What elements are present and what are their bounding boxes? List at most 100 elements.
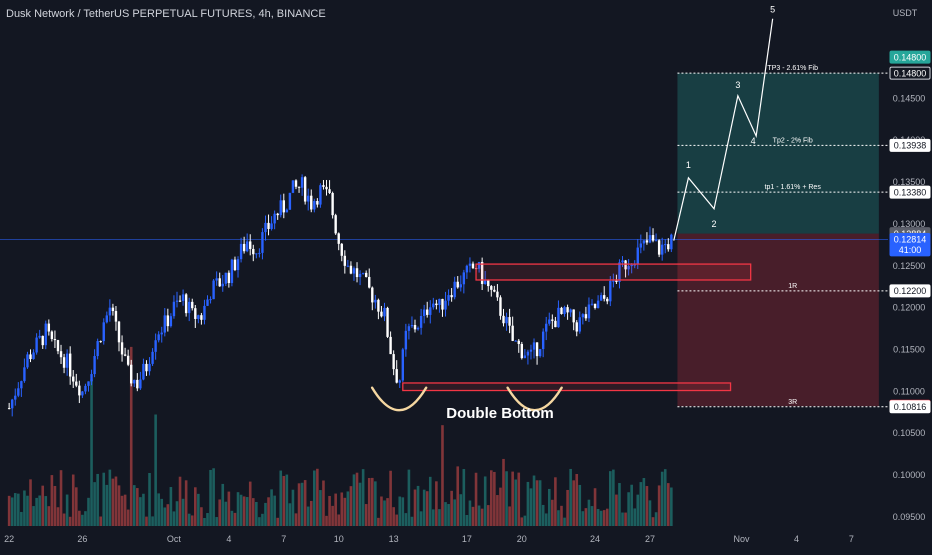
volume-bar [645, 486, 649, 526]
price-tick: 0.10500 [893, 428, 926, 438]
volume-bar [508, 506, 511, 526]
volume-bar [520, 517, 524, 526]
candle-body [490, 286, 493, 290]
candle-body [483, 279, 487, 284]
candle-body [438, 298, 441, 306]
volume-bar [566, 489, 569, 526]
volume-bar [355, 472, 359, 526]
time-label: 7 [849, 534, 854, 544]
candle-body [99, 341, 102, 343]
volume-bar [35, 497, 38, 526]
volume-bar [441, 425, 444, 526]
volume-bar [105, 484, 109, 526]
candle-body [62, 357, 66, 368]
volume-bar [596, 508, 600, 526]
tp1_level-tag [889, 185, 931, 199]
candle-body [279, 200, 282, 216]
candle-body [303, 177, 307, 202]
volume-bar [129, 346, 133, 526]
symbol-title[interactable]: Dusk Network / TetherUS PERPETUAL FUTURE… [6, 8, 326, 20]
candle-body [657, 240, 661, 255]
volume-bar [200, 507, 203, 526]
volume-bar [190, 515, 194, 526]
candle-body [664, 244, 667, 246]
time-axis[interactable]: 22 26 Oct 4 7 10 13 17 20 24 27 Nov 4 7 [4, 534, 854, 544]
candle-body [297, 186, 301, 188]
resistance-box[interactable] [475, 263, 752, 281]
projected-wave[interactable]: 1 2 3 4 5 [673, 5, 775, 241]
volume-bar [84, 511, 87, 526]
candle-body [252, 248, 255, 255]
volume-bar [316, 468, 319, 526]
price-tick: 0.09500 [893, 512, 926, 522]
rectangles[interactable] [402, 263, 752, 392]
volume-bar [44, 496, 48, 526]
volume-bar [303, 480, 307, 526]
candle-body [47, 323, 51, 332]
candle-body [593, 303, 597, 308]
candle-body [233, 259, 237, 271]
volume-bar [93, 482, 96, 526]
volume-bar [251, 498, 255, 526]
price-tick: 0.11000 [893, 386, 925, 396]
price-tick: 0.13000 [893, 219, 926, 229]
volume-bar [416, 485, 420, 526]
volume-bar [587, 499, 591, 526]
r1-label: 1R [788, 283, 797, 290]
candle-body [111, 307, 115, 312]
candle-body [603, 295, 606, 299]
candle-body [288, 192, 292, 210]
candle-body [462, 272, 466, 285]
candle-body [651, 235, 655, 241]
profit-zone[interactable] [677, 73, 879, 234]
candle-body [520, 343, 524, 359]
candlesticks[interactable] [7, 174, 673, 417]
r3_level-tag [889, 400, 931, 414]
volume-bar [227, 491, 231, 526]
candle-body [65, 353, 69, 368]
volume-bar [123, 494, 127, 526]
candle-body [596, 300, 600, 308]
price-axis[interactable]: USDT 0.09500 0.10000 0.10500 0.11000 0.11500 0… [893, 8, 926, 522]
volume-bar [233, 512, 237, 526]
candle-body [267, 222, 270, 229]
volume-bar [99, 516, 103, 526]
volume-bar [563, 517, 566, 526]
time-label: Nov [734, 534, 751, 544]
candle-body [102, 322, 105, 342]
volume-bar [462, 469, 466, 526]
candle-body [300, 177, 304, 188]
volume-bar [459, 494, 463, 526]
volume-bar [294, 513, 298, 526]
volume-bar [621, 512, 624, 526]
volume-bar [248, 481, 252, 526]
candle-body [642, 240, 646, 244]
volume-bar [593, 488, 597, 526]
volume-bar [209, 469, 212, 526]
wave-path[interactable] [673, 18, 774, 241]
candle-body [435, 303, 438, 306]
candle-body [319, 185, 322, 205]
volume-bar [166, 504, 170, 526]
candle-body [273, 213, 276, 224]
candle-body [245, 241, 249, 252]
volume-bar [154, 414, 157, 526]
currency-label[interactable]: USDT [893, 8, 918, 18]
candle-body [575, 322, 578, 332]
support-box[interactable] [402, 382, 732, 392]
double-bottom-label: Double Bottom [446, 405, 553, 422]
candle-body [426, 309, 429, 315]
time-label: 10 [334, 534, 344, 544]
target-levels[interactable]: TP3 - 2.61% Fib Tp2 - 2% Fib tp1 - 1.61% +… [677, 65, 888, 408]
candle-body [441, 298, 444, 310]
candle-body [523, 355, 527, 359]
candle-body [239, 243, 243, 260]
loss-zone[interactable] [677, 233, 879, 407]
tp3_level-tag [889, 66, 931, 80]
volume-bar [184, 480, 188, 526]
candle-body [398, 380, 401, 383]
volume-bar [651, 517, 655, 526]
candle-body [78, 385, 81, 396]
